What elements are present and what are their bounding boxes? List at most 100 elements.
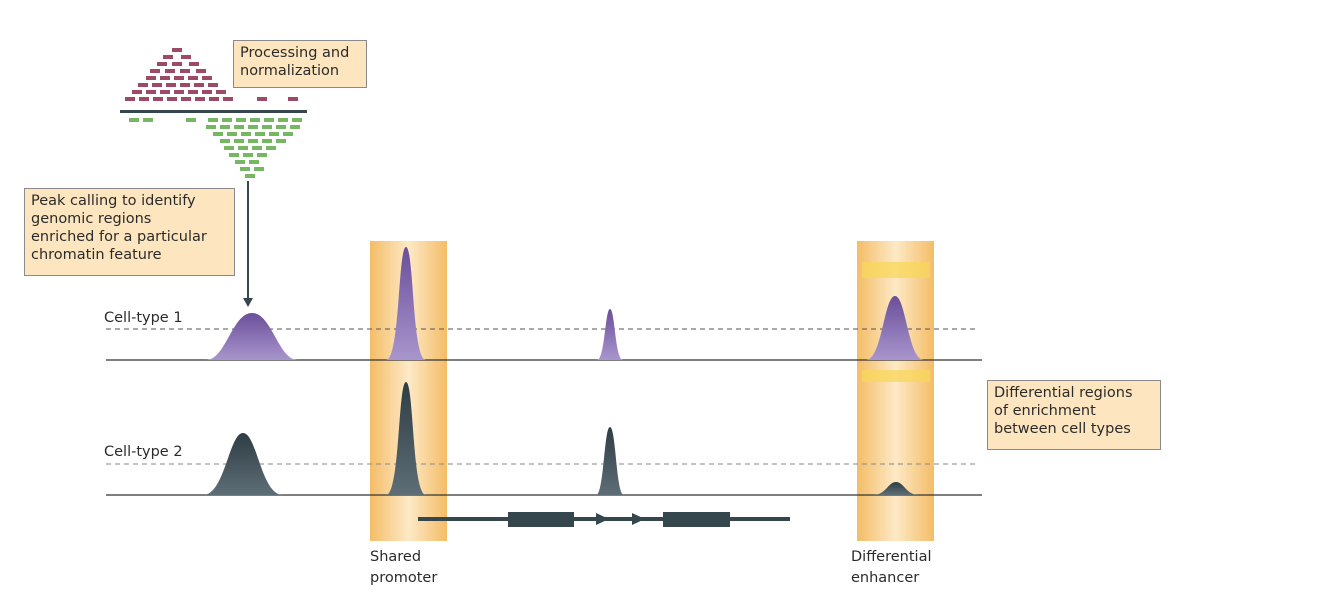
- reverse-read-block: [224, 146, 234, 150]
- processing-text-line1: Processing and: [240, 45, 350, 61]
- forward-read-block: [195, 97, 205, 101]
- forward-read-block: [172, 48, 182, 52]
- promoter-label-line2: promoter: [370, 570, 437, 586]
- forward-read-block: [166, 83, 176, 87]
- forward-read-block: [153, 97, 163, 101]
- reverse-read-block: [234, 139, 244, 143]
- forward-read-block: [146, 90, 156, 94]
- differential-callout: Differential regions of enrichment betwe…: [987, 380, 1161, 450]
- forward-read-block: [165, 69, 175, 73]
- reverse-read-block: [227, 132, 237, 136]
- forward-read-block: [181, 97, 191, 101]
- gene-direction-arrow-1: [596, 513, 609, 525]
- reverse-read-block: [229, 153, 239, 157]
- reverse-read-block: [248, 139, 258, 143]
- forward-read-block: [209, 97, 219, 101]
- gene-exon-1: [508, 512, 574, 527]
- reverse-read-block: [248, 125, 258, 129]
- reverse-read-block: [276, 139, 286, 143]
- forward-read-block: [216, 90, 226, 94]
- forward-read-block: [174, 76, 184, 80]
- celltype2-peak-promoter: [386, 382, 426, 495]
- forward-read-block: [125, 97, 135, 101]
- peak-calling-text-line1: Peak calling to identify: [31, 193, 196, 209]
- reverse-read-block: [250, 118, 260, 122]
- forward-read-block: [257, 97, 267, 101]
- forward-read-block: [180, 69, 190, 73]
- reverse-read-block: [278, 118, 288, 122]
- forward-read-block: [160, 76, 170, 80]
- forward-read-block: [138, 83, 148, 87]
- reverse-read-block: [243, 153, 253, 157]
- reverse-read-block: [206, 125, 216, 129]
- reverse-read-block: [220, 125, 230, 129]
- peak-calling-arrow-head: [243, 298, 253, 307]
- peak-calling-callout: Peak calling to identify genomic regions…: [24, 188, 235, 276]
- forward-reads: [125, 48, 298, 101]
- forward-read-block: [181, 55, 191, 59]
- reverse-read-block: [276, 125, 286, 129]
- forward-read-block: [188, 90, 198, 94]
- reverse-read-block: [249, 160, 259, 164]
- forward-read-block: [223, 97, 233, 101]
- reverse-read-block: [255, 132, 265, 136]
- forward-read-block: [163, 55, 173, 59]
- celltype1-peak-promoter: [386, 247, 426, 360]
- reverse-read-block: [290, 125, 300, 129]
- celltype2-peak-a: [203, 433, 283, 495]
- peak-calling-text-line4: chromatin feature: [31, 247, 162, 263]
- reverse-read-block: [266, 146, 276, 150]
- reverse-read-block: [238, 146, 248, 150]
- differential-enhancer-band: [857, 241, 934, 541]
- enhancer-label-line1: Differential: [851, 549, 932, 565]
- reverse-reads: [129, 118, 302, 178]
- forward-read-block: [189, 62, 199, 66]
- reverse-read-block: [222, 118, 232, 122]
- celltype1-label: Cell-type 1: [104, 310, 183, 326]
- enhancer-band-mark-1: [862, 262, 930, 278]
- reverse-read-block: [283, 132, 293, 136]
- reverse-read-block: [262, 139, 272, 143]
- celltype1-peak-c: [597, 309, 623, 360]
- reverse-read-block: [129, 118, 139, 122]
- forward-read-block: [174, 90, 184, 94]
- forward-read-block: [288, 97, 298, 101]
- forward-read-block: [157, 62, 167, 66]
- forward-read-block: [132, 90, 142, 94]
- reverse-read-block: [264, 118, 274, 122]
- processing-callout: Processing and normalization: [233, 40, 367, 88]
- reverse-read-block: [254, 167, 264, 171]
- differential-text-line3: between cell types: [994, 421, 1131, 437]
- forward-read-block: [208, 83, 218, 87]
- forward-read-block: [167, 97, 177, 101]
- forward-read-block: [202, 76, 212, 80]
- enhancer-label-line2: enhancer: [851, 570, 919, 586]
- forward-read-block: [172, 62, 182, 66]
- reverse-read-block: [252, 146, 262, 150]
- celltype2-peak-enhancer: [873, 482, 919, 495]
- reverse-read-block: [240, 167, 250, 171]
- reverse-read-block: [269, 132, 279, 136]
- reverse-read-block: [235, 160, 245, 164]
- enhancer-band-mark-2: [862, 370, 930, 382]
- processing-text-line2: normalization: [240, 63, 340, 79]
- reverse-read-block: [220, 139, 230, 143]
- reverse-read-block: [292, 118, 302, 122]
- reverse-read-block: [234, 125, 244, 129]
- forward-read-block: [194, 83, 204, 87]
- reverse-read-block: [236, 118, 246, 122]
- celltype2-label: Cell-type 2: [104, 444, 183, 460]
- reverse-read-block: [257, 153, 267, 157]
- forward-read-block: [146, 76, 156, 80]
- forward-read-block: [180, 83, 190, 87]
- reverse-read-block: [262, 125, 272, 129]
- celltype2-peak-c: [596, 427, 624, 495]
- peak-calling-text-line2: genomic regions: [31, 211, 152, 227]
- reverse-read-block: [208, 118, 218, 122]
- reverse-read-block: [186, 118, 196, 122]
- gene-exon-2: [663, 512, 730, 527]
- celltype1-peak-enhancer: [866, 296, 924, 360]
- forward-read-block: [202, 90, 212, 94]
